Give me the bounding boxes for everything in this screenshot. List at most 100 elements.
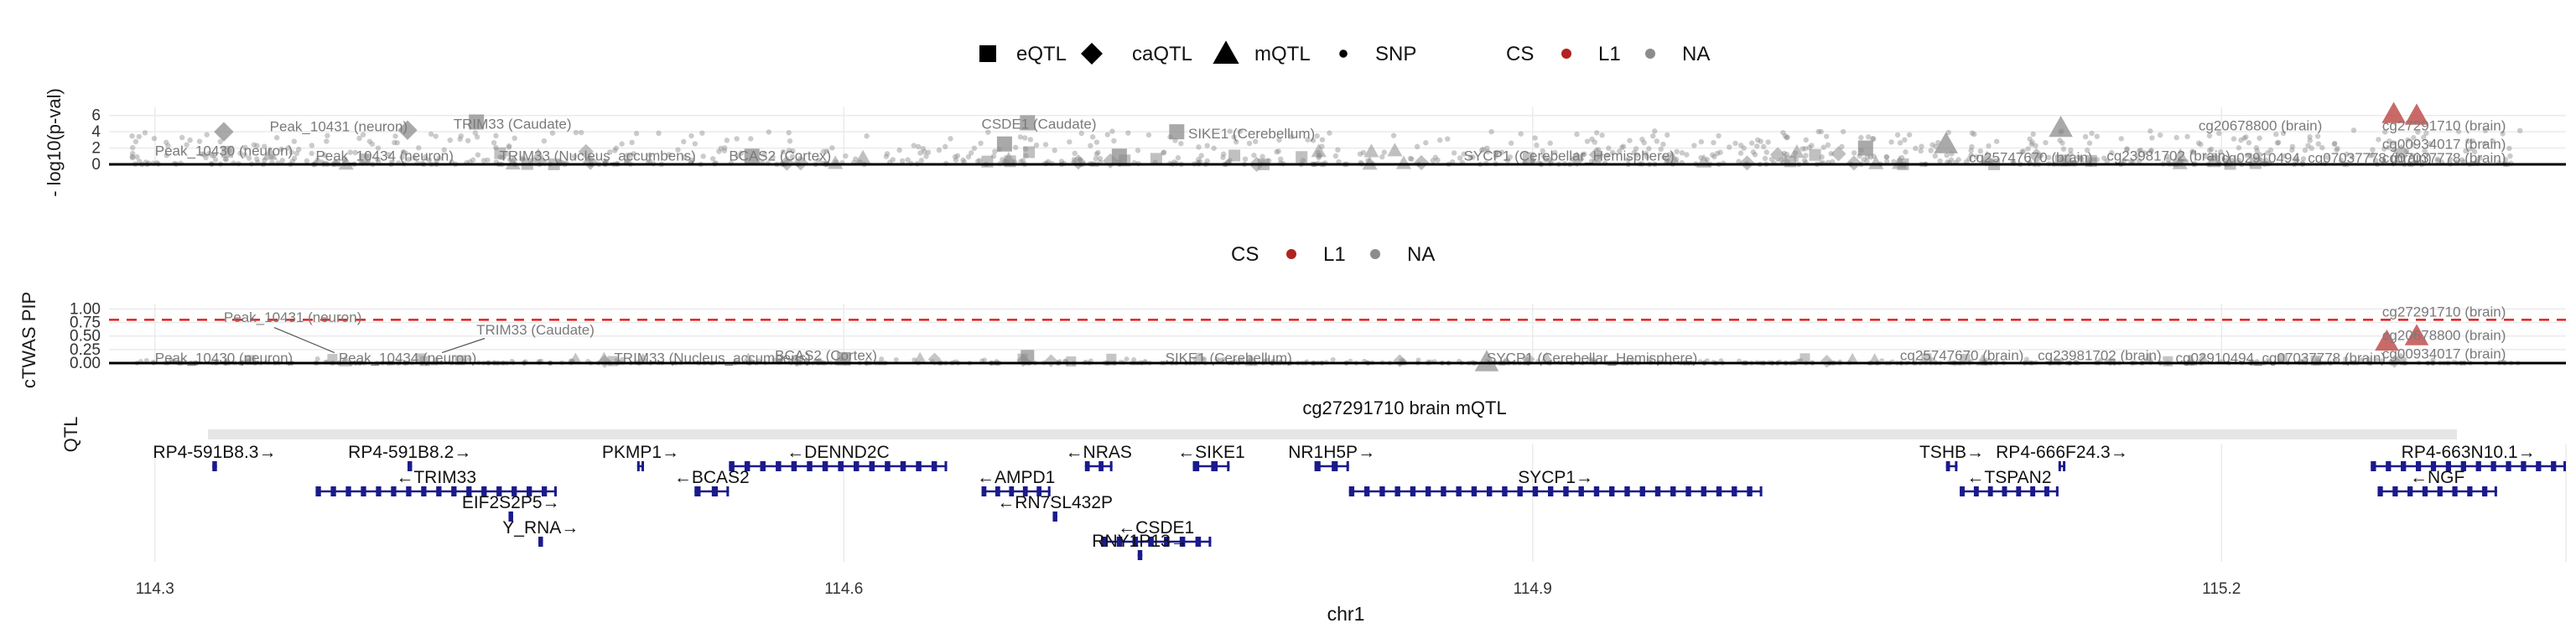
- snp-point: [1754, 143, 1760, 149]
- pip-point: [2373, 357, 2379, 363]
- gene-label: RP4-666F24.3→: [1996, 443, 2128, 462]
- gene-label: RP4-591B8.3→: [153, 443, 276, 462]
- snp-point: [2130, 158, 2136, 164]
- snp-point: [493, 132, 499, 139]
- gene-exon: [885, 461, 891, 471]
- snp-point: [1461, 151, 1467, 157]
- snp-point: [1732, 140, 1738, 147]
- snp-point: [666, 152, 673, 158]
- snp-point: [204, 132, 210, 138]
- qtl-point: [1868, 155, 1884, 169]
- pip-point: [741, 352, 756, 365]
- gene-exon: [1471, 486, 1478, 496]
- snp-point: [976, 158, 983, 164]
- snp-point: [1204, 158, 1210, 164]
- gene-label: RNY1P13→: [1092, 532, 1187, 551]
- gene-exon: [1532, 486, 1539, 496]
- snp-point: [1641, 139, 1647, 146]
- snp-point: [1919, 143, 1924, 149]
- gene-exon: [1747, 486, 1753, 496]
- snp-point: [1078, 130, 1084, 137]
- pip-point: [1124, 356, 1130, 362]
- pip-point: [2277, 354, 2288, 365]
- snp-point: [2025, 146, 2031, 152]
- gene-exon: [1348, 486, 1355, 496]
- snp-point: [1858, 134, 1864, 141]
- snp-point: [1033, 142, 1040, 148]
- plot-area: [109, 304, 2566, 363]
- gene-exon: [2452, 486, 2458, 496]
- snp-point: [647, 158, 653, 164]
- gene: RNY1P13→: [1092, 532, 1188, 560]
- snp-point: [952, 153, 958, 160]
- gene-label: TSHB→: [1919, 443, 1984, 462]
- gene-exon: [361, 486, 366, 496]
- x-tick-label: 114.9: [1514, 580, 1552, 598]
- snp-point: [416, 145, 422, 151]
- snp-point: [2275, 139, 2282, 146]
- snp-point: [571, 153, 578, 159]
- gene: ←NGF: [2377, 468, 2497, 496]
- snp-point: [1784, 134, 1789, 141]
- snp-point: [279, 158, 285, 164]
- gene-exon: [538, 537, 542, 547]
- snp-point: [1906, 132, 1913, 138]
- gene-exon: [2460, 461, 2466, 471]
- snp-point: [1381, 149, 1388, 155]
- gene-exon: [1410, 486, 1416, 496]
- snp-point: [1012, 144, 1019, 151]
- qtl-point: [1569, 151, 1585, 168]
- snp-point: [2350, 127, 2357, 133]
- snp-point: [2010, 158, 2016, 164]
- gene-exon: [2055, 486, 2059, 496]
- snp-point: [1231, 134, 1237, 140]
- gene-exon: [2551, 461, 2557, 471]
- snp-point: [1717, 149, 1723, 155]
- gene: SYCP1→: [1348, 468, 1763, 496]
- snp-point: [1088, 143, 1093, 148]
- snp-point: [428, 131, 434, 138]
- snp-point: [2428, 141, 2433, 147]
- snp-point: [1467, 154, 1474, 160]
- snp-point: [2324, 154, 2331, 160]
- snp-point: [2254, 148, 2260, 153]
- snp-point: [1716, 132, 1722, 139]
- snp-point: [324, 138, 330, 144]
- snp-point: [475, 152, 481, 158]
- snp-point: [2164, 153, 2170, 159]
- gene-exon: [1052, 512, 1056, 522]
- snp-point: [1540, 153, 1547, 159]
- snp-point: [1665, 132, 1670, 138]
- snp-point: [1242, 156, 1249, 162]
- gene: EIF2S2P5→: [462, 493, 560, 522]
- snp-point: [2246, 140, 2252, 146]
- snp-point: [237, 150, 243, 156]
- gene-exon: [1701, 486, 1706, 496]
- y-tick-label: 2: [91, 140, 101, 158]
- snp-point: [2128, 158, 2134, 164]
- snp-point: [2137, 148, 2142, 154]
- feature-annotation: Peak_10434 (neuron): [315, 148, 453, 164]
- y-tick-label: 1.00: [70, 300, 101, 318]
- pip-point: [2366, 356, 2371, 362]
- snp-point: [1698, 138, 1705, 145]
- snp-point: [405, 157, 412, 163]
- gene-exon: [2016, 486, 2022, 496]
- y-axis-label: - log10(p-val): [44, 88, 65, 197]
- snp-point: [1379, 153, 1385, 160]
- snp-point: [1801, 158, 1808, 164]
- gene-exon: [553, 486, 557, 496]
- snp-point: [254, 143, 260, 148]
- snp-point: [1606, 145, 1612, 151]
- snp-point: [2471, 148, 2478, 155]
- gene-exon: [2371, 461, 2376, 471]
- gene-exon: [345, 486, 351, 496]
- snp-point: [761, 152, 767, 158]
- snp-point: [978, 140, 984, 147]
- snp-point: [164, 153, 169, 158]
- snp-point: [1750, 149, 1757, 155]
- snp-point: [1540, 148, 1545, 154]
- snp-point: [2157, 132, 2163, 138]
- pip-point: [1648, 356, 1654, 362]
